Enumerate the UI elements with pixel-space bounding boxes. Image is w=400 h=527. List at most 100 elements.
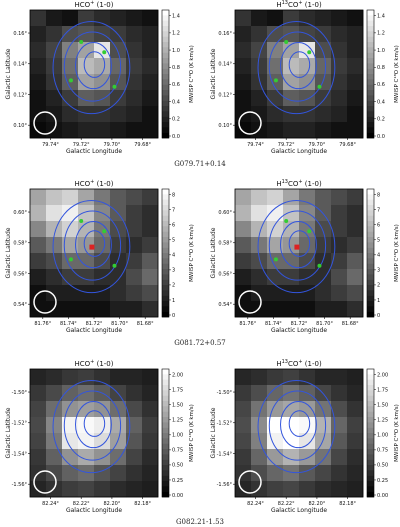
heatmap-cell xyxy=(62,369,79,386)
colorbar-step xyxy=(367,111,374,117)
heatmap-cell xyxy=(347,253,364,270)
colorbar-step xyxy=(367,122,374,128)
heatmap-cell xyxy=(251,369,268,386)
heatmap-cell xyxy=(142,122,159,139)
heatmap-cell xyxy=(347,205,364,222)
panel-title-part: (1-0) xyxy=(303,360,322,368)
heatmap-cell xyxy=(78,481,95,498)
panel-title-part: HCO xyxy=(75,360,91,368)
heatmap-cell xyxy=(315,189,332,206)
x-tick-label: 81.76° xyxy=(34,321,51,327)
y-axis-label: Galactic Latitude xyxy=(5,407,12,458)
colorbar-step xyxy=(162,84,169,91)
heatmap-cell xyxy=(94,106,111,123)
colorbar-step xyxy=(162,90,169,96)
colorbar-step xyxy=(367,433,374,439)
heatmap-cell xyxy=(283,58,300,75)
heatmap-cell xyxy=(78,465,95,482)
colorbar-tick-label: 7 xyxy=(172,208,175,214)
colorbar-step xyxy=(367,90,374,96)
peak-pixel xyxy=(294,244,300,250)
heatmap-cell xyxy=(235,90,252,107)
colorbar-step xyxy=(367,290,374,296)
colorbar-tick-label: 0.4 xyxy=(377,99,385,105)
source-marker xyxy=(102,50,107,55)
heatmap-cell xyxy=(251,10,268,27)
colorbar-tick-label: 0.25 xyxy=(172,478,183,484)
heatmap-cell xyxy=(126,253,143,270)
heatmap-cell xyxy=(267,481,284,498)
colorbar-tick-label: 1 xyxy=(172,298,175,304)
colorbar-tick-label: 0.6 xyxy=(377,82,385,88)
heatmap-cell xyxy=(94,189,111,206)
colorbar-tick-label: 4 xyxy=(172,253,175,259)
heatmap-cell xyxy=(347,58,364,75)
y-tick-label: -1.54° xyxy=(217,451,233,457)
colorbar-step xyxy=(162,433,169,439)
panel-title: HCO+ (1-0) xyxy=(75,0,114,9)
heatmap-cell xyxy=(267,58,284,75)
heatmap-cell xyxy=(283,253,300,270)
heatmap-cell xyxy=(347,285,364,302)
heatmap-cell xyxy=(62,285,79,302)
heatmap-cell xyxy=(347,433,364,450)
colorbar-tick-label: 0.0 xyxy=(172,134,180,140)
colorbar-step xyxy=(367,379,374,386)
colorbar-step xyxy=(367,427,374,434)
x-tick-label: 81.76° xyxy=(239,321,256,327)
panel-title: H13CO+ (1-0) xyxy=(276,0,322,9)
heatmap-cell xyxy=(78,253,95,270)
colorbar-step xyxy=(367,279,374,286)
heatmap-cell xyxy=(94,401,111,418)
colorbar-step xyxy=(162,58,169,64)
colorbar-step xyxy=(162,215,169,222)
heatmap-cell xyxy=(126,401,143,418)
heatmap-cell xyxy=(142,285,159,302)
colorbar-step xyxy=(162,100,169,107)
colorbar-step xyxy=(162,311,169,318)
colorbar-step xyxy=(367,258,374,264)
x-tick-label: 81.70° xyxy=(111,321,128,327)
colorbar-step xyxy=(162,449,169,455)
colorbar-step xyxy=(367,116,374,123)
heatmap-cell xyxy=(30,385,47,402)
colorbar-tick-label: 2.00 xyxy=(377,372,388,378)
heatmap-cell xyxy=(267,401,284,418)
heatmap-cell xyxy=(251,90,268,107)
colorbar-step xyxy=(162,279,169,286)
colorbar-step xyxy=(162,390,169,396)
heatmap-cell xyxy=(94,122,111,139)
x-tick-label: 82.20° xyxy=(309,501,326,507)
heatmap-cell xyxy=(267,10,284,27)
heatmap-cell xyxy=(46,449,63,466)
heatmap-cell xyxy=(331,221,348,238)
heatmap-cell xyxy=(142,26,159,43)
heatmap-cell xyxy=(46,369,63,386)
x-tick-label: 79.70° xyxy=(104,142,121,148)
heatmap-cell xyxy=(251,42,268,59)
colorbar-step xyxy=(367,470,374,476)
heatmap-cell xyxy=(267,285,284,302)
heatmap-cell xyxy=(46,189,63,206)
heatmap-cell xyxy=(283,42,300,59)
heatmap-cell xyxy=(126,269,143,286)
colorbar-step xyxy=(162,15,169,21)
heatmap-cell xyxy=(110,449,127,466)
colorbar-step xyxy=(367,263,374,270)
panel-title-part: (1-0) xyxy=(94,360,113,368)
colorbar-tick-label: 1.25 xyxy=(377,418,388,424)
heatmap-cell xyxy=(126,10,143,27)
heatmap-cell xyxy=(251,285,268,302)
colorbar-step xyxy=(367,106,374,112)
colorbar-step xyxy=(162,486,169,492)
colorbar-step xyxy=(367,269,374,275)
heatmap-cell xyxy=(283,74,300,91)
heatmap-cell xyxy=(46,26,63,43)
heatmap-cell xyxy=(331,385,348,402)
y-axis-label: Galactic Latitude xyxy=(210,407,217,458)
colorbar-tick-label: 0.50 xyxy=(172,463,183,469)
heatmap-cell xyxy=(331,205,348,222)
colorbar-step xyxy=(162,290,169,296)
y-tick-label: -1.56° xyxy=(12,482,28,488)
colorbar-tick-label: 5 xyxy=(377,238,380,244)
